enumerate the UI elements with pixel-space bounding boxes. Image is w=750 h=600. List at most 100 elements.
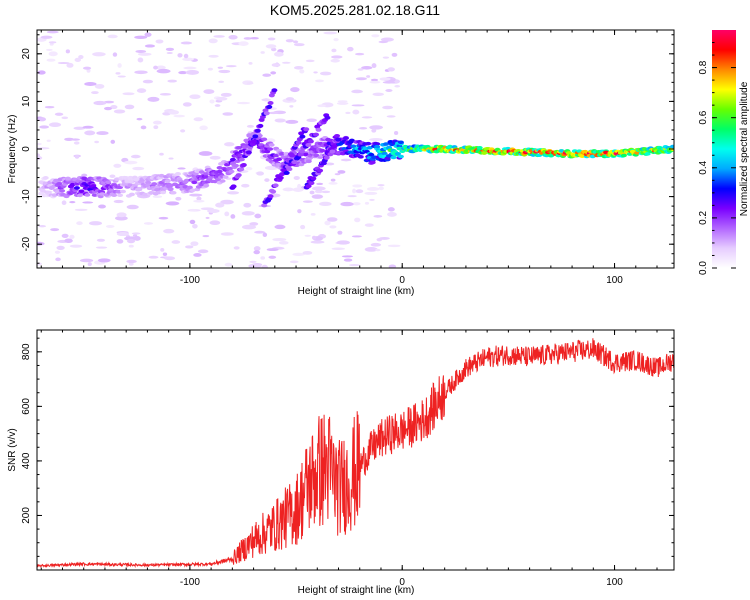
- spectrogram-cell: [364, 191, 378, 195]
- spectrogram-cell: [153, 125, 159, 130]
- spectrogram-cell: [368, 152, 375, 157]
- spectrogram-cell: [197, 249, 209, 254]
- spectrogram-cell: [135, 49, 147, 53]
- spectrogram-cell: [126, 204, 139, 210]
- spectrogram-cell: [268, 143, 275, 147]
- colorbar-gradient: [712, 30, 736, 268]
- spectrogram-cell: [163, 228, 175, 234]
- spectrogram-cell: [208, 54, 219, 58]
- spectrogram-cell: [351, 235, 362, 238]
- spectrogram-cell: [300, 224, 306, 230]
- spectrogram-cell: [342, 136, 349, 141]
- spectrogram-cell: [136, 88, 147, 93]
- spectrogram-cell: [224, 211, 230, 217]
- spectrogram-cell: [130, 154, 141, 159]
- spectrogram-cell: [54, 250, 61, 254]
- spectrogram-cell: [303, 127, 310, 132]
- spectrogram-cell: [45, 48, 53, 51]
- spectrogram-cell: [315, 127, 322, 132]
- spectrogram-cell: [397, 154, 404, 159]
- spectrogram-cell: [158, 216, 169, 220]
- spectrogram-cell: [57, 61, 70, 65]
- snr-y-label: SNR (v/v): [7, 428, 18, 471]
- spectrogram-cell: [352, 109, 360, 115]
- x-tick-label: 0: [399, 577, 405, 588]
- spectrogram-cell: [271, 63, 281, 67]
- spectrogram-cell: [297, 183, 302, 189]
- spectrogram-cell: [142, 79, 154, 84]
- y-tick-label: -20: [21, 237, 32, 252]
- spectrogram-cell: [357, 68, 364, 71]
- spectrogram-cell: [134, 70, 148, 75]
- spectrogram-cell: [42, 176, 49, 180]
- spectrogram-cell: [372, 92, 385, 97]
- spectrogram-cell: [167, 79, 178, 83]
- spectrogram-cell: [310, 176, 317, 181]
- spectrogram-cell: [224, 262, 233, 267]
- spectrogram-cell: [228, 35, 238, 40]
- spectrogram-marks: [37, 30, 674, 268]
- spectrogram-cell: [46, 139, 51, 142]
- spectrogram-cell: [339, 151, 346, 156]
- snr-series-line: [37, 338, 674, 569]
- spectrogram-cell: [246, 124, 255, 128]
- colorbar-ticks: 0.0 0.2 0.4 0.6 0.8: [698, 42, 736, 275]
- spectrogram-cell: [261, 264, 268, 268]
- spectrogram-cell: [144, 44, 156, 48]
- spectrogram-cell: [245, 167, 253, 171]
- spectrogram-cell: [295, 140, 302, 145]
- spectrogram-cell: [156, 65, 166, 70]
- spectrogram-cell: [335, 137, 342, 142]
- spectrogram-cell: [105, 180, 112, 185]
- spectrogram-cell: [128, 262, 134, 266]
- spectrogram-cell: [144, 32, 152, 37]
- spectrogram-cell: [548, 153, 555, 158]
- spectrogram-cell: [105, 224, 115, 228]
- spectrogram-cell: [173, 114, 186, 118]
- spectrogram-cell: [297, 209, 302, 214]
- spectrogram-cell: [349, 263, 360, 267]
- spectrogram-cell: [355, 189, 364, 194]
- spectrogram-cell: [311, 235, 317, 240]
- spectrogram-cell: [227, 191, 240, 195]
- spectrogram-cell: [305, 142, 312, 147]
- spectrogram-cell: [177, 53, 183, 58]
- spectrogram-y-label: Frequency (Hz): [7, 115, 18, 184]
- spectrogram-cell: [252, 134, 259, 139]
- spectrogram-cell: [191, 180, 198, 185]
- spectrogram-cell: [330, 178, 336, 182]
- spectrogram-cell: [331, 55, 343, 59]
- spectrogram-cell: [44, 105, 55, 109]
- spectrogram-cell: [352, 202, 361, 206]
- spectrogram-cell: [92, 52, 106, 57]
- spectrogram-cell: [117, 193, 124, 198]
- spectrogram-cell: [274, 118, 286, 123]
- spectrogram-cell: [37, 117, 47, 122]
- spectrogram-cell: [180, 41, 193, 45]
- spectrogram-cell: [386, 115, 396, 118]
- spectrogram-cell: [110, 104, 118, 110]
- spectrogram-cell: [148, 255, 159, 259]
- spectrogram-cell: [268, 111, 279, 115]
- spectrogram-cell: [155, 39, 164, 44]
- spectrogram-cell: [382, 105, 394, 110]
- spectrogram-cell: [308, 181, 315, 186]
- spectrogram-cell: [240, 162, 247, 167]
- spectrogram-cell: [351, 89, 363, 94]
- spectrogram-cell: [199, 125, 208, 131]
- spectrogram-cell: [220, 92, 232, 97]
- spectrogram-cell: [254, 128, 261, 133]
- spectrogram-cell: [387, 207, 395, 212]
- spectrogram-cell: [283, 170, 290, 175]
- spectrogram-cell: [377, 184, 385, 187]
- spectrogram-cell: [267, 101, 274, 106]
- spectrogram-cell: [177, 167, 186, 170]
- spectrogram-cell: [137, 52, 152, 56]
- spectrogram-cell: [314, 190, 323, 194]
- spectrogram-cell: [79, 258, 94, 263]
- colorbar-label: Normalized spectral amplitude: [739, 81, 750, 216]
- spectrogram-frame: [36, 29, 675, 269]
- spectrogram-cell: [81, 173, 88, 177]
- spectrogram-cell: [293, 65, 304, 70]
- spectrogram-cell: [215, 96, 228, 101]
